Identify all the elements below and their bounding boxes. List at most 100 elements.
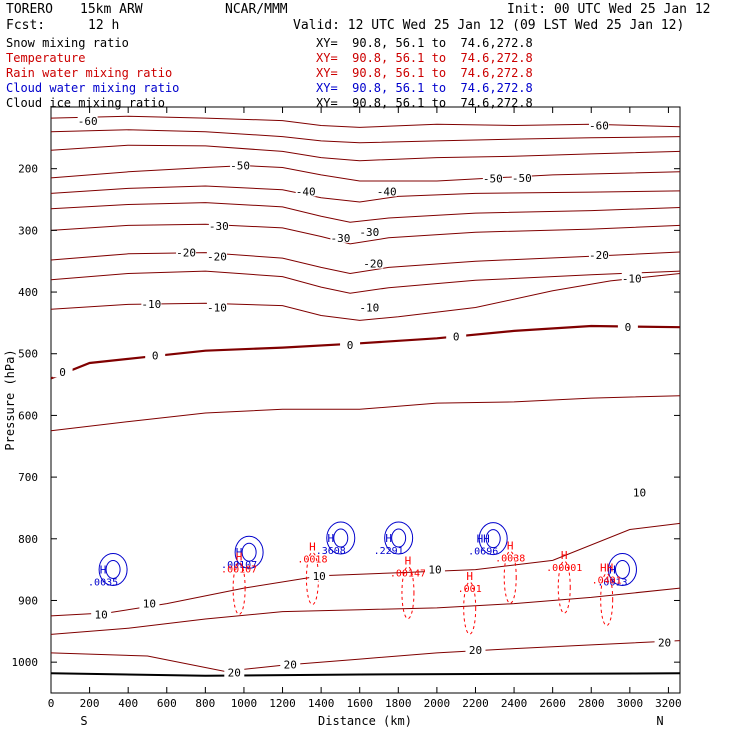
isotherm-label: -10 — [359, 301, 379, 314]
isotherm-label-bg — [588, 248, 609, 261]
rain-max-value: .0401 — [592, 576, 622, 587]
isotherm-label: -50 — [512, 172, 532, 185]
legend-label: Snow mixing ratio — [6, 36, 129, 50]
x-tick-label: 2000 — [424, 697, 451, 710]
isotherm-label: 10 — [143, 598, 156, 611]
x-tick-label: 1200 — [269, 697, 296, 710]
y-tick-label: 200 — [18, 163, 38, 176]
rain-contour — [503, 550, 517, 604]
isotherm-label-bg — [91, 607, 112, 620]
cloud-water-max-value: .3608 — [316, 546, 346, 557]
isotherm-label: 20 — [228, 667, 241, 680]
legend-section-coords: XY= 90.8, 56.1 to 74.6,272.8 — [316, 66, 533, 80]
rain-max-value: .0018 — [297, 555, 327, 566]
isotherm-label-bg — [359, 300, 380, 313]
legend-label: Temperature — [6, 51, 86, 65]
isotherm-label: -40 — [377, 186, 397, 199]
rain-max-label: H — [466, 570, 473, 583]
x-tick-label: 1000 — [231, 697, 258, 710]
y-axis-title: Pressure (hPa) — [3, 349, 17, 450]
x-tick-label: 200 — [80, 697, 100, 710]
isotherm-line — [50, 202, 681, 223]
isotherm-label-bg — [206, 300, 227, 313]
cloud-water-contour — [391, 528, 407, 548]
y-tick-label: 400 — [18, 286, 38, 299]
model-name: TORERO — [6, 2, 53, 17]
rain-max-value: .0038 — [495, 553, 525, 564]
isotherm-label-bg — [176, 245, 197, 258]
isotherm-label: 0 — [625, 321, 632, 334]
cloud-water-max-label: H — [609, 564, 616, 577]
isotherm-label-bg — [340, 338, 361, 351]
rain-max-value: .001 — [458, 584, 482, 595]
isotherm-label-bg — [654, 635, 675, 648]
cloud-water-contour — [241, 542, 257, 562]
isotherm-label-bg — [376, 184, 397, 197]
cloud-water-max-value: .0696 — [468, 547, 498, 558]
isotherm-label: -20 — [589, 249, 609, 262]
x-tick-label: 400 — [118, 697, 138, 710]
model-resolution: 15km ARW — [80, 2, 143, 17]
y-tick-label: 1000 — [12, 656, 39, 669]
isotherm-label-bg — [224, 665, 245, 678]
isotherm-label-bg — [141, 296, 162, 309]
isotherm-label: 20 — [284, 659, 297, 672]
isotherm-label-bg — [359, 225, 380, 238]
rain-max-label: H — [507, 539, 514, 552]
x-axis-title: Distance (km) — [318, 714, 412, 728]
cloud-water-contour — [333, 528, 349, 548]
isotherm-label-bg — [424, 562, 445, 575]
cloud-water-contour — [485, 529, 501, 549]
init-time: Init: 00 UTC Wed 25 Jan 12 — [507, 2, 711, 17]
isotherm-label-bg — [330, 230, 351, 243]
isotherm-label-bg — [295, 184, 316, 197]
cloud-water-contour — [326, 521, 356, 555]
isotherm-label-bg — [511, 170, 532, 183]
x-tick-label: 3200 — [655, 697, 682, 710]
isotherm-label: -60 — [78, 115, 98, 128]
cloud-water-max-label: HH — [477, 533, 490, 546]
isotherm-line — [50, 395, 681, 432]
y-tick-label: 300 — [18, 224, 38, 237]
cloud-water-max-label: H — [327, 532, 334, 545]
cloud-water-contour — [98, 553, 128, 587]
isotherm-line — [50, 273, 681, 321]
x-tick-label: 1600 — [346, 697, 373, 710]
x-tick-label: 1400 — [308, 697, 335, 710]
isotherm-label-bg — [621, 271, 642, 284]
endpoint-north: N — [656, 714, 663, 728]
isotherm-label: -30 — [359, 226, 379, 239]
isotherm-label: -40 — [296, 186, 316, 199]
legend-section-coords: XY= 90.8, 56.1 to 74.6,272.8 — [316, 81, 533, 95]
x-tick-label: 800 — [195, 697, 215, 710]
isotherm-label-bg — [588, 118, 609, 131]
isotherm-line — [50, 115, 681, 128]
isotherm-label: 0 — [59, 366, 66, 379]
isotherm-label: -30 — [209, 220, 229, 233]
isotherm-label: 20 — [469, 644, 482, 657]
isotherm-label-bg — [77, 114, 98, 127]
isotherm-line — [50, 640, 681, 672]
isotherm-label: -10 — [207, 301, 227, 314]
cloud-water-max-value: .00107 — [221, 560, 257, 571]
cloud-water-max-value: .0035 — [88, 578, 118, 589]
isotherm-label-bg — [482, 171, 503, 184]
forecast-label: Fcst: — [6, 18, 46, 33]
isotherm-line — [50, 522, 681, 617]
y-tick-label: 500 — [18, 348, 38, 361]
cloud-water-max-label: H — [236, 546, 243, 559]
rain-max-value: .00001 — [546, 563, 582, 574]
rain-max-label: HH — [600, 562, 613, 575]
rain-contour — [557, 560, 571, 614]
isotherm-label-bg — [139, 596, 160, 609]
isotherm-label-bg — [208, 219, 229, 232]
isotherm-line — [50, 270, 681, 294]
isotherm-label: -50 — [230, 160, 250, 173]
x-tick-label: 0 — [48, 697, 55, 710]
valid-time: Valid: 12 UTC Wed 25 Jan 12 (09 LST Wed … — [293, 18, 685, 33]
isotherm-label: 10 — [313, 570, 326, 583]
isotherm-line — [50, 165, 681, 182]
rain-contour — [232, 561, 246, 615]
legend-label: Cloud water mixing ratio — [6, 81, 180, 95]
forecast-hour: 12 h — [88, 18, 120, 33]
